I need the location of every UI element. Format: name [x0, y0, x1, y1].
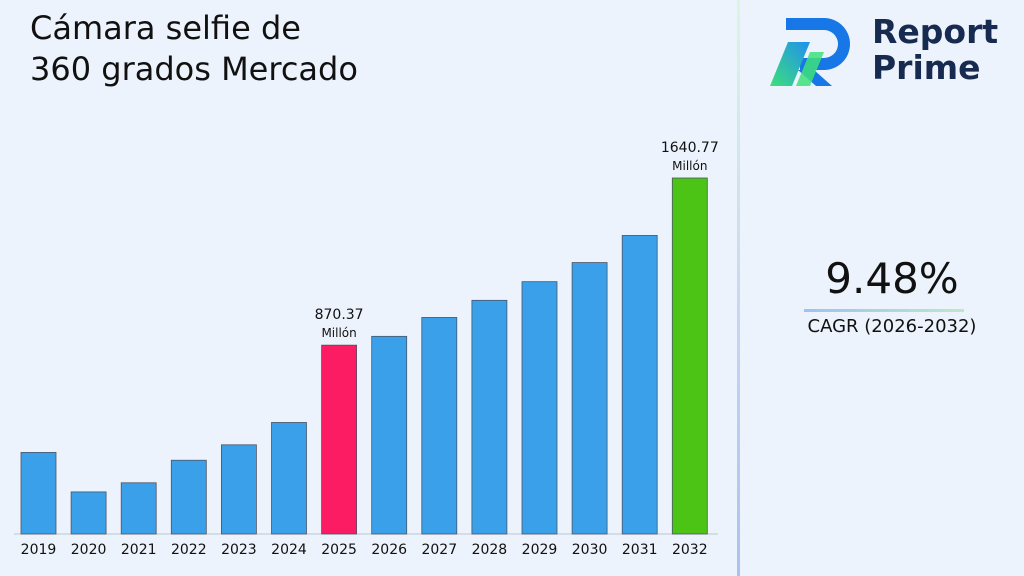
- bar-2032: [671, 177, 708, 535]
- data-label-value-2032: 1640.77: [661, 140, 719, 156]
- cagr-value: 9.48%: [825, 254, 959, 303]
- cagr-label: CAGR (2026-2032): [807, 316, 977, 337]
- brand-name: Report Prime: [872, 14, 998, 86]
- x-tick-label-2024: 2024: [271, 542, 307, 558]
- chart-title: Cámara selfie de 360 grados Mercado: [30, 9, 358, 88]
- report-prime-logo-icon: [770, 18, 850, 86]
- brand-line-1: Report: [872, 12, 999, 51]
- bar-2020: [70, 491, 107, 535]
- x-tick-label-2020: 2020: [71, 542, 107, 558]
- bar-2021: [120, 482, 157, 535]
- x-tick-label-2029: 2029: [522, 542, 558, 558]
- x-tick-label-2027: 2027: [421, 542, 457, 558]
- x-tick-label-2021: 2021: [121, 542, 157, 558]
- x-tick-label-2028: 2028: [472, 542, 508, 558]
- x-tick-label-2030: 2030: [572, 542, 608, 558]
- data-label-unit-2032: Millón: [672, 159, 707, 173]
- bar-2022: [170, 459, 207, 535]
- bar-2023: [220, 444, 257, 535]
- bar-chart: 2019 2020 2021 2022 2023 2024 2025 2026 2027 2028…: [14, 140, 719, 558]
- bar-2029: [521, 281, 558, 535]
- bar-2026: [371, 335, 408, 535]
- x-tick-label-2026: 2026: [371, 542, 407, 558]
- bar-2031: [621, 235, 658, 535]
- bar-2025: [321, 344, 358, 535]
- x-tick-label-2032: 2032: [672, 542, 708, 558]
- panel-divider: [737, 0, 740, 576]
- x-tick-label-2031: 2031: [622, 542, 658, 558]
- data-label-unit-2025: Millón: [321, 326, 356, 340]
- bar-2027: [421, 317, 458, 535]
- x-tick-label-2025: 2025: [321, 542, 357, 558]
- brand-line-2: Prime: [872, 48, 981, 87]
- bar-2030: [571, 262, 608, 535]
- x-tick-label-2019: 2019: [21, 542, 57, 558]
- bar-2024: [271, 422, 307, 535]
- x-tick-label-2023: 2023: [221, 542, 257, 558]
- bar-2019: [20, 452, 57, 535]
- cagr-underline: [804, 309, 964, 312]
- bar-2028: [471, 299, 508, 535]
- x-tick-label-2022: 2022: [171, 542, 207, 558]
- data-label-value-2025: 870.37: [315, 307, 364, 323]
